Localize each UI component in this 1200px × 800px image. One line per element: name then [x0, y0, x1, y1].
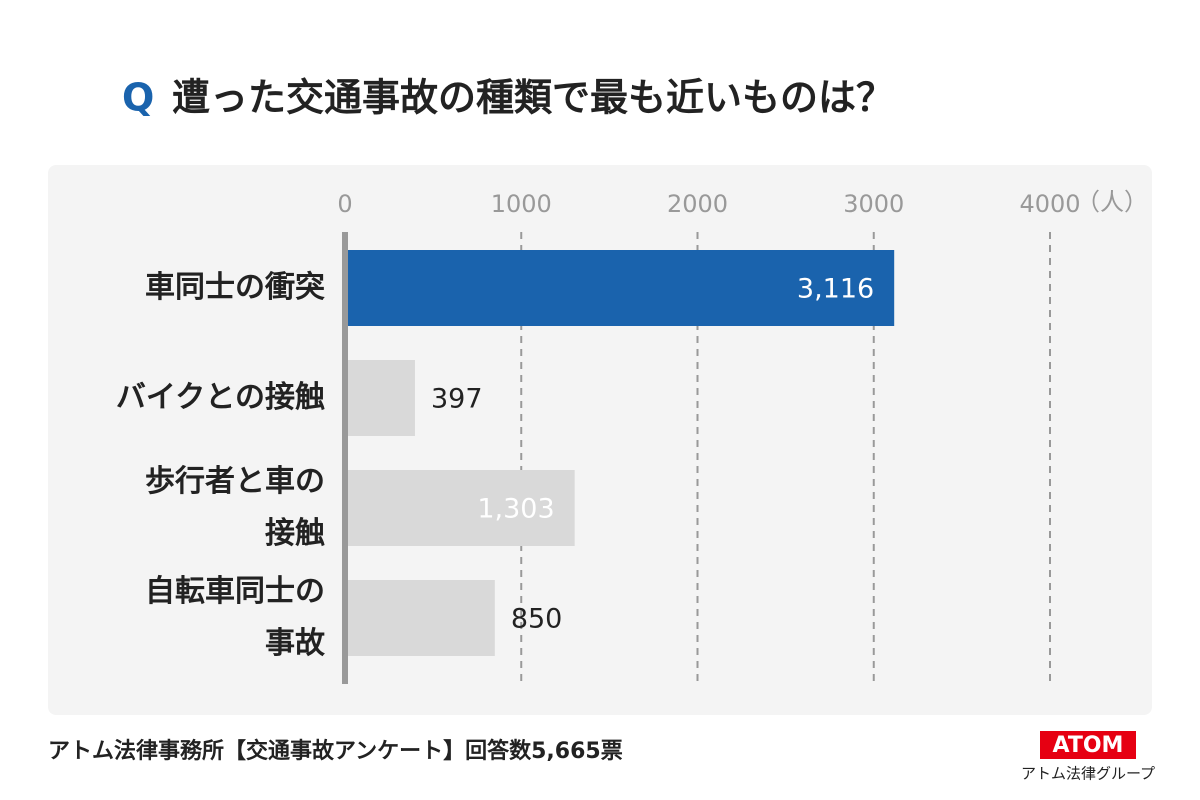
x-tick-label: 4000: [1019, 190, 1080, 218]
logo-box: [1040, 731, 1136, 759]
x-tick-label: 2000: [667, 190, 728, 218]
x-tick-label: 3000: [843, 190, 904, 218]
x-tick-label: 0: [337, 190, 352, 218]
chart-title: 遭った交通事故の種類で最も近いものは？: [172, 76, 894, 120]
bar: [345, 580, 495, 656]
logo: ATOM: [1053, 733, 1124, 758]
x-unit: （人）: [1076, 188, 1148, 216]
value-label: 1,303: [477, 494, 554, 525]
logo-subtitle: アトム法律グループ: [1021, 765, 1155, 783]
bar: [345, 470, 575, 546]
source: アトム法律事務所【交通事故アンケート】回答数5,665票: [48, 738, 623, 764]
category-label: 歩行者と車の 接触: [145, 464, 325, 551]
title-mark: Q: [122, 76, 154, 120]
bar: [345, 250, 895, 326]
bar: [345, 360, 415, 436]
category-label: 車同士の衝突: [145, 270, 325, 305]
value-label: 397: [431, 384, 483, 415]
category-label: バイクとの接触: [115, 380, 325, 415]
category-label: 自転車同士の 事故: [145, 574, 325, 661]
value-label: 850: [511, 604, 563, 635]
x-tick-label: 1000: [491, 190, 552, 218]
value-label: 3,116: [797, 274, 874, 305]
